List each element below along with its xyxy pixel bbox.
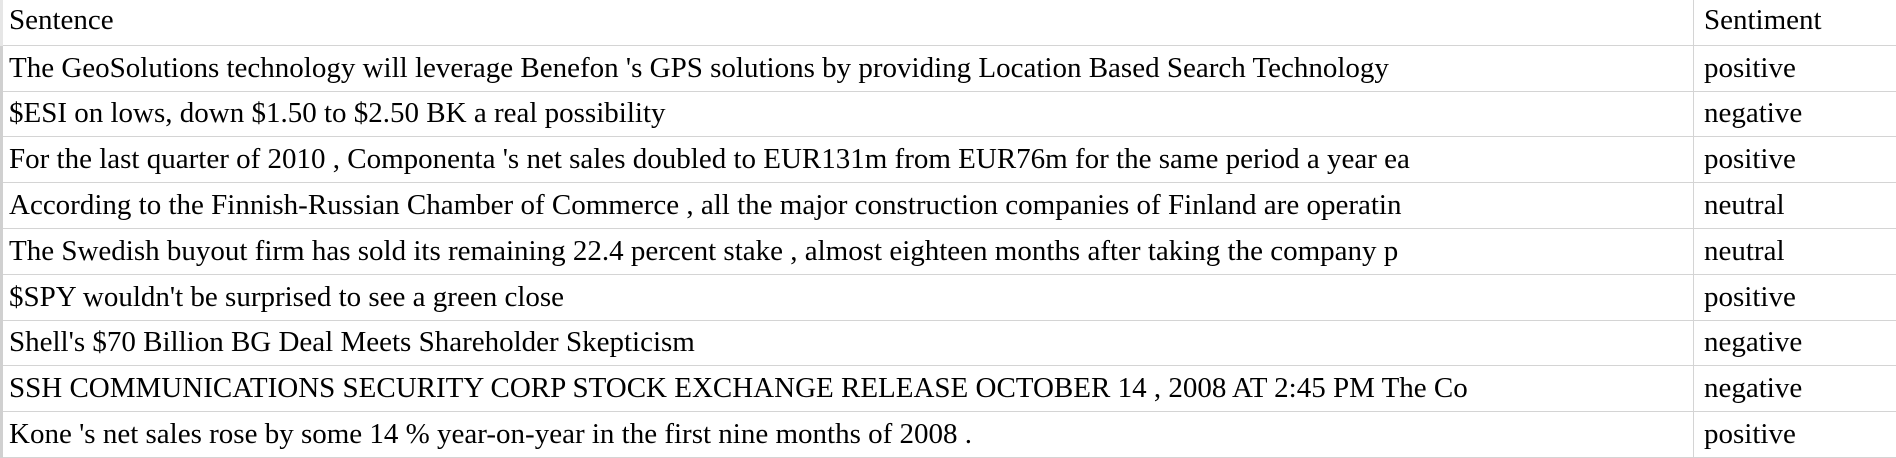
header-cell-sentence[interactable]: Sentence: [0, 0, 1694, 45]
row-indicator: [0, 45, 3, 458]
sentiment-cell[interactable]: positive: [1704, 280, 1796, 313]
sentence-cell[interactable]: Shell's $70 Billion BG Deal Meets Shareh…: [0, 320, 1694, 366]
table-row: $SPY wouldn't be surprised to see a gree…: [0, 274, 1896, 321]
sentiment-cell[interactable]: negative: [1704, 372, 1803, 405]
table-row: SSH COMMUNICATIONS SECURITY CORP STOCK E…: [0, 366, 1896, 413]
table-row: The GeoSolutions technology will leverag…: [0, 45, 1896, 92]
sentiment-cell[interactable]: negative: [1704, 326, 1803, 359]
sentiment-cell[interactable]: neutral: [1704, 189, 1785, 222]
sentence-cell[interactable]: $ESI on lows, down $1.50 to $2.50 BK a r…: [0, 91, 1694, 137]
header-cell-sentiment[interactable]: Sentiment: [1704, 4, 1822, 36]
sentence-cell[interactable]: $SPY wouldn't be surprised to see a gree…: [0, 274, 1694, 320]
sentiment-cell[interactable]: positive: [1704, 143, 1796, 176]
sentiment-cell[interactable]: positive: [1704, 418, 1796, 451]
table-row: According to the Finnish-Russian Chamber…: [0, 183, 1896, 229]
table-row: $ESI on lows, down $1.50 to $2.50 BK a r…: [0, 91, 1896, 138]
sentence-cell[interactable]: Kone 's net sales rose by some 14 % year…: [0, 412, 1694, 457]
table-row: For the last quarter of 2010 , Component…: [0, 137, 1896, 184]
sentiment-cell[interactable]: positive: [1704, 51, 1796, 84]
table-row: The Swedish buyout firm has sold its rem…: [0, 228, 1896, 275]
sentiment-cell[interactable]: negative: [1704, 97, 1803, 130]
sentence-cell[interactable]: The GeoSolutions technology will leverag…: [0, 45, 1694, 91]
table-row: Shell's $70 Billion BG Deal Meets Shareh…: [0, 320, 1896, 367]
header-row: Sentence Sentiment: [0, 0, 1896, 46]
table-row: Kone 's net sales rose by some 14 % year…: [0, 412, 1896, 458]
sentence-cell[interactable]: SSH COMMUNICATIONS SECURITY CORP STOCK E…: [0, 366, 1694, 412]
sentiment-cell[interactable]: neutral: [1704, 234, 1785, 267]
sentence-cell[interactable]: According to the Finnish-Russian Chamber…: [0, 183, 1694, 228]
sentence-cell[interactable]: For the last quarter of 2010 , Component…: [0, 137, 1694, 183]
sentence-cell[interactable]: The Swedish buyout firm has sold its rem…: [0, 228, 1694, 274]
